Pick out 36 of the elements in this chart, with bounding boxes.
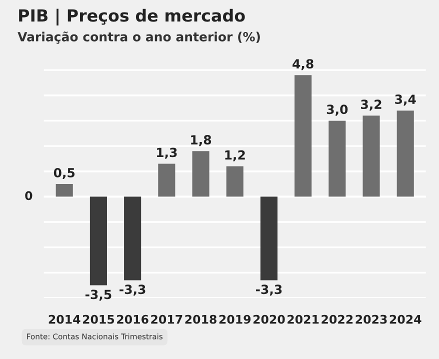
bar: [328, 120, 346, 197]
data-label: 4,8: [292, 59, 314, 70]
bar: [192, 151, 210, 197]
chart-subtitle: Variação contra o ano anterior (%): [18, 32, 260, 44]
bar: [158, 164, 176, 197]
data-label: 1,8: [191, 135, 212, 146]
data-label: 1,2: [225, 150, 245, 162]
data-label: 1,3: [157, 148, 177, 159]
data-label: 3,2: [361, 100, 382, 111]
x-tick-label: 2019: [219, 314, 251, 324]
x-tick-label: 2014: [48, 314, 80, 324]
bar: [294, 75, 312, 197]
bar: [226, 166, 244, 197]
data-label: -3,3: [120, 284, 146, 296]
chart-title: PIB | Preços de mercado: [19, 8, 245, 26]
bar: [124, 196, 142, 280]
x-tick-label: 2017: [151, 314, 182, 324]
x-tick-label: 2020: [253, 314, 285, 324]
x-tick-label: 2022: [322, 314, 353, 324]
data-label: -3,5: [85, 290, 112, 301]
ref-line-label: 0: [25, 191, 32, 200]
data-label: 0,5: [54, 168, 75, 180]
bar: [396, 110, 414, 197]
data-label: -3,3: [256, 284, 282, 296]
bar: [90, 196, 107, 286]
bar: [362, 116, 380, 197]
x-tick-label: 2024: [390, 314, 422, 324]
x-tick-label: 2023: [356, 314, 387, 324]
x-tick-label: 2015: [82, 314, 114, 324]
bar: [260, 196, 278, 280]
x-tick-label: 2021: [288, 314, 319, 324]
x-tick-label: 2016: [117, 314, 148, 324]
data-label: 3,0: [326, 104, 348, 116]
bar: [56, 184, 73, 197]
data-label: 3,4: [395, 94, 416, 106]
x-tick-label: 2018: [185, 314, 216, 324]
